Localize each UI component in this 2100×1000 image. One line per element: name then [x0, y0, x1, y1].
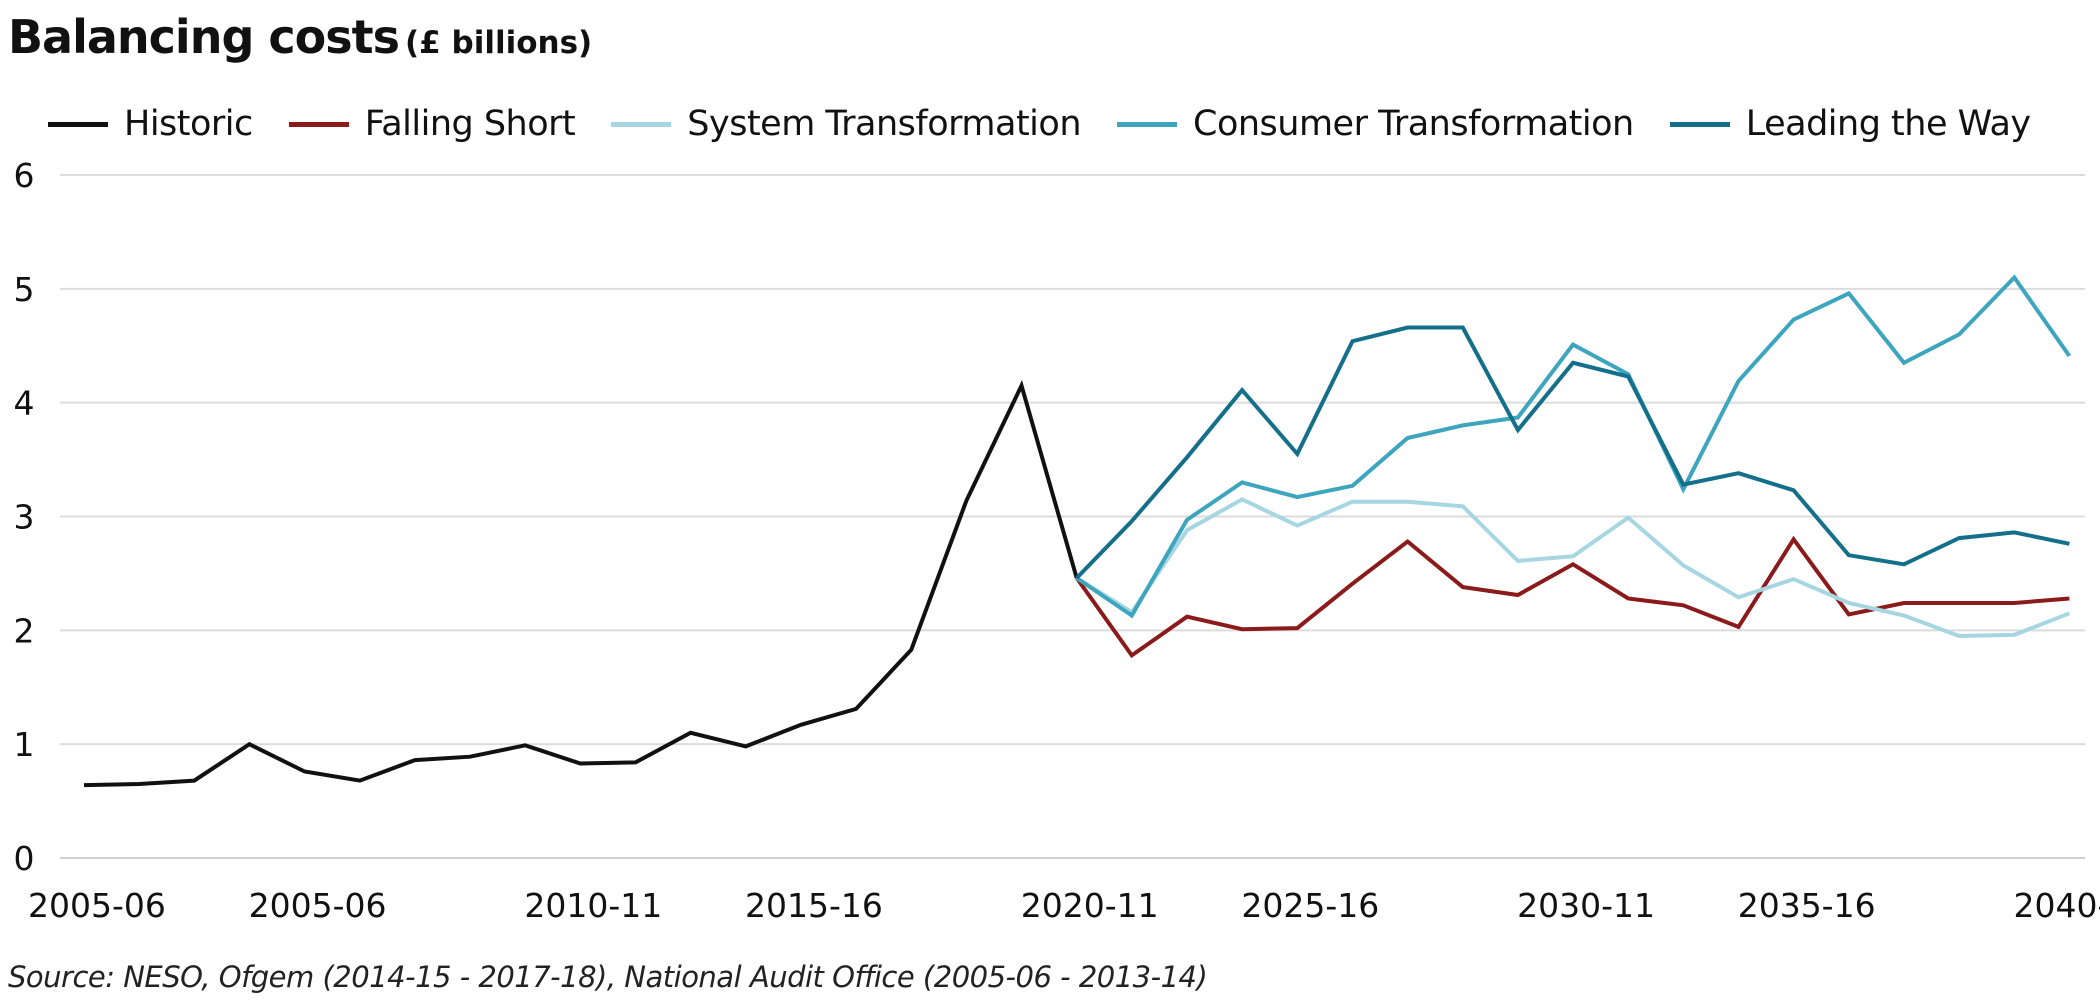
y-tick-label-0: 0: [14, 839, 35, 878]
legend-label-system-transformation: System Transformation: [687, 104, 1082, 144]
y-tick-label-2: 2: [14, 611, 35, 650]
legend-item-system-transformation: System Transformation: [611, 104, 1082, 144]
x-tick-label-5: 2025-16: [1241, 886, 1379, 925]
series-line-historic: [83, 379, 1079, 788]
legend-label-historic: Historic: [124, 104, 253, 144]
series-line-leading-the-way: [1075, 325, 2070, 580]
series-line-consumer-transformation: [1075, 274, 2072, 619]
x-tick-label-7: 2035-16: [1738, 886, 1876, 925]
x-tick-label-0: 2005-06: [28, 886, 166, 925]
y-tick-label-4: 4: [14, 384, 35, 423]
legend-swatch-falling-short: [288, 121, 349, 127]
legend-label-leading-the-way: Leading the Way: [1745, 104, 2031, 144]
chart-title-text: Balancing costs: [8, 10, 400, 64]
x-tick-label-1: 2005-06: [249, 886, 387, 925]
legend-swatch-historic: [48, 121, 108, 127]
legend-item-leading-the-way: Leading the Way: [1669, 104, 2031, 144]
legend-swatch-system-transformation: [611, 121, 672, 127]
legend-item-falling-short: Falling Short: [288, 104, 576, 144]
y-tick-label-3: 3: [14, 498, 35, 537]
x-tick-label-8: 2040-11: [2013, 886, 2100, 925]
chart-legend: Historic Falling Short System Transformati…: [48, 96, 2067, 152]
y-tick-label-6: 6: [14, 156, 35, 195]
legend-item-consumer-transformation: Consumer Transformation: [1117, 104, 1634, 144]
series-line-system-transformation: [1075, 497, 2071, 639]
y-tick-label-5: 5: [14, 270, 35, 309]
legend-swatch-consumer-transformation: [1117, 121, 1178, 127]
y-tick-label-1: 1: [14, 725, 35, 764]
series-line-falling-short: [1075, 535, 2070, 659]
legend-swatch-leading-the-way: [1669, 121, 1730, 127]
x-tick-label-6: 2030-11: [1517, 886, 1655, 925]
source-note: Source: NESO, Ofgem (2014-15 - 2017-18),…: [8, 960, 1208, 994]
chart-title: Balancing costs (£ billions): [8, 10, 592, 64]
chart-title-unit: (£ billions): [405, 25, 593, 61]
legend-label-consumer-transformation: Consumer Transformation: [1193, 104, 1634, 144]
x-tick-label-4: 2020-11: [1021, 886, 1159, 925]
x-tick-label-2: 2010-11: [524, 886, 662, 925]
x-tick-label-3: 2015-16: [745, 886, 883, 925]
legend-item-historic: Historic: [48, 104, 253, 144]
legend-label-falling-short: Falling Short: [364, 104, 576, 144]
